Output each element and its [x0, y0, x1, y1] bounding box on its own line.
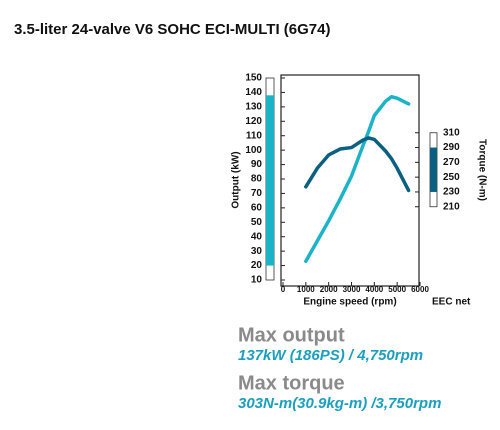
- y-tick-label: 80: [251, 174, 263, 185]
- y2-tick-label: 230: [443, 187, 460, 198]
- x-tick-label: 0: [281, 285, 286, 294]
- y-tick-label: 60: [251, 202, 263, 213]
- y-tick-label: 90: [251, 159, 263, 170]
- x-tick-label: 5000: [388, 285, 406, 294]
- y-tick-label: 30: [251, 246, 263, 257]
- y-tick-label: 70: [251, 188, 263, 199]
- y-tick-label: 120: [245, 116, 262, 127]
- y2-tick-label: 310: [443, 127, 460, 138]
- spec-value: 303N-m(30.9kg-m) /3,750rpm: [238, 395, 441, 412]
- title: 3.5-liter 24-valve V6 SOHC ECI-MULTI (6G…: [14, 21, 331, 38]
- y2-tick-label: 250: [443, 172, 460, 183]
- y-tick-label: 150: [245, 73, 262, 84]
- x-tick-label: 6000: [411, 285, 429, 294]
- y-tick-label: 40: [251, 231, 263, 242]
- x-tick-label: 4000: [365, 285, 383, 294]
- y-tick-label: 20: [251, 260, 263, 271]
- y-tick-label: 100: [245, 145, 262, 156]
- output-band: [266, 95, 274, 266]
- spec-label: Max torque: [238, 372, 345, 394]
- y2-tick-label: 210: [443, 201, 460, 212]
- y-tick-label: 110: [246, 130, 263, 141]
- y-axis-label: Output (kW): [231, 151, 242, 208]
- y-tick-label: 50: [251, 217, 263, 228]
- y-tick-label: 10: [251, 275, 263, 286]
- torque-band: [430, 147, 437, 192]
- note: EEC net: [432, 297, 471, 308]
- spec-value: 137kW (186PS) / 4,750rpm: [238, 347, 423, 364]
- y-tick-label: 140: [245, 87, 262, 98]
- x-tick-label: 1000: [297, 285, 315, 294]
- y-tick-label: 130: [245, 101, 262, 112]
- x-tick-label: 2000: [320, 285, 338, 294]
- x-axis-label: Engine speed (rpm): [303, 297, 396, 308]
- x-tick-label: 3000: [343, 285, 361, 294]
- y2-axis-label: Torque (N-m): [476, 139, 487, 201]
- series-line: [304, 136, 411, 193]
- y2-tick-label: 290: [443, 142, 460, 153]
- y2-tick-label: 270: [443, 157, 460, 168]
- spec-label: Max output: [238, 324, 345, 346]
